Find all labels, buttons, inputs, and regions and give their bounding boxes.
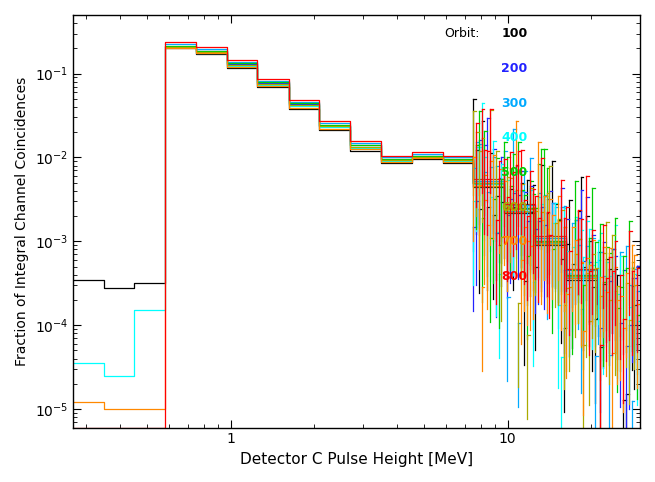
Text: 600: 600 [501, 201, 527, 214]
Y-axis label: Fraction of Integral Channel Coincidences: Fraction of Integral Channel Coincidence… [15, 77, 29, 366]
Text: 100: 100 [501, 27, 527, 40]
Text: 800: 800 [501, 270, 527, 283]
Text: 400: 400 [501, 132, 527, 144]
Text: Orbit:: Orbit: [444, 27, 480, 40]
Text: 700: 700 [501, 235, 527, 248]
X-axis label: Detector C Pulse Height [MeV]: Detector C Pulse Height [MeV] [240, 452, 473, 467]
Text: 200: 200 [501, 62, 527, 75]
Text: 300: 300 [501, 97, 527, 110]
Text: 500: 500 [501, 166, 527, 179]
